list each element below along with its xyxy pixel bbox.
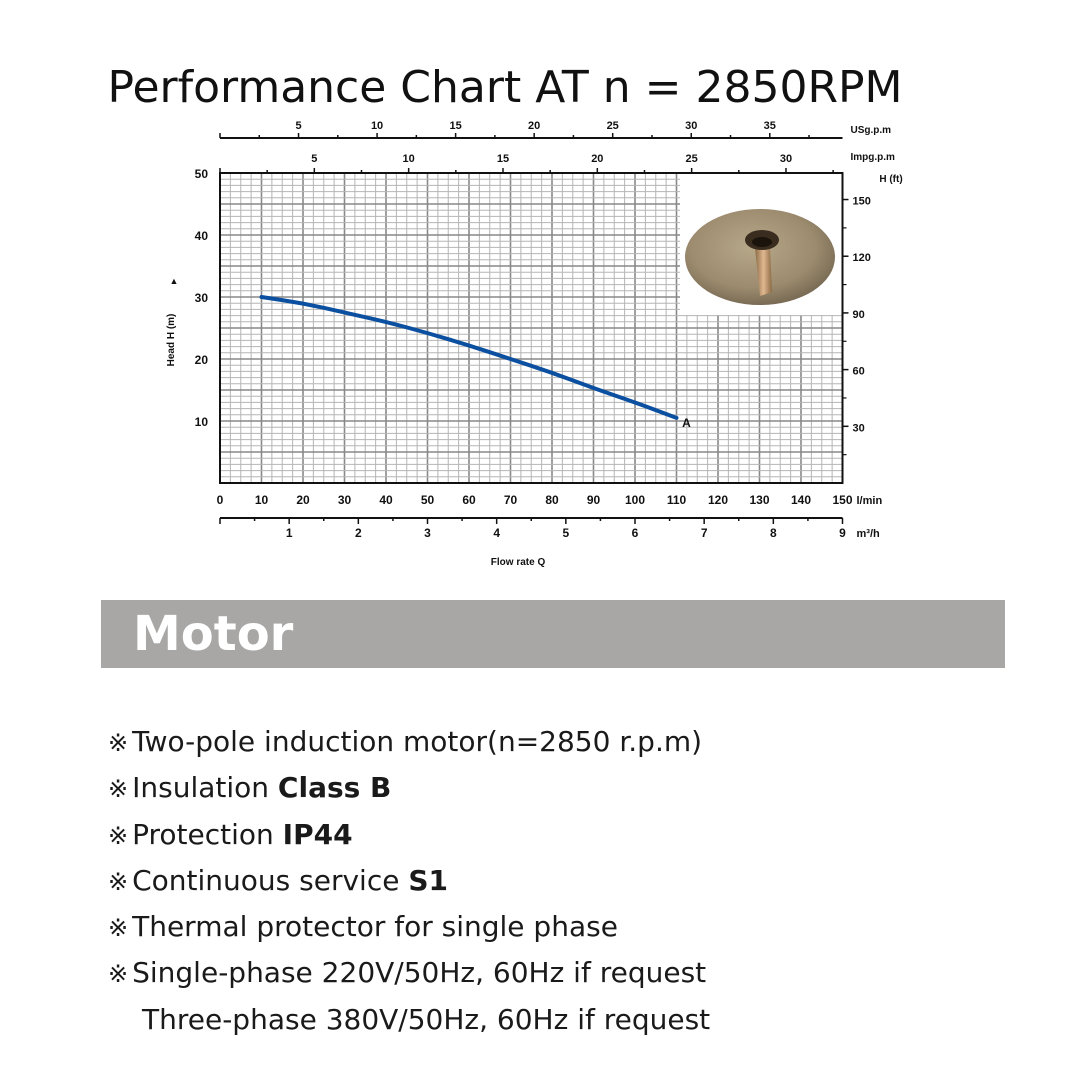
usgpm-tick-label: 30 bbox=[685, 120, 697, 132]
y2-tick-label: 120 bbox=[853, 252, 871, 264]
x-tick-label: 10 bbox=[255, 493, 269, 507]
m3h-tick-label: 6 bbox=[632, 526, 639, 540]
reference-mark-icon: ※ bbox=[108, 729, 129, 757]
m3h-tick-label: 9 bbox=[839, 526, 846, 540]
m3h-tick-label: 3 bbox=[424, 526, 431, 540]
m3h-tick-label: 2 bbox=[355, 526, 362, 540]
reference-mark-icon: ※ bbox=[108, 775, 129, 804]
spec-text: Insulation bbox=[132, 771, 278, 805]
x-tick-label: 20 bbox=[296, 493, 310, 507]
series-line-A bbox=[259, 295, 679, 420]
y2-tick-label: 60 bbox=[853, 366, 865, 378]
x-tick-label: 50 bbox=[421, 493, 435, 507]
impgpm-tick-label: 30 bbox=[780, 153, 792, 165]
impeller-photo bbox=[680, 172, 843, 315]
usgpm-tick-label: 25 bbox=[607, 120, 619, 132]
spec-text: Three-phase 380V/50Hz, 60Hz if request bbox=[142, 1002, 711, 1036]
x-tick-label: 100 bbox=[625, 493, 645, 507]
m3h-tick-label: 7 bbox=[701, 526, 708, 540]
x-tick-label: 30 bbox=[338, 493, 352, 507]
m3h-tick-label: 4 bbox=[493, 526, 500, 540]
spec-text: Single-phase 220V/50Hz, 60Hz if request bbox=[132, 956, 707, 990]
chart-series bbox=[259, 295, 679, 420]
reference-mark-icon: ※ bbox=[108, 914, 129, 943]
impgpm-tick-label: 20 bbox=[591, 153, 603, 165]
spec-value: IP44 bbox=[282, 817, 353, 851]
y2-axis-label: H (ft) bbox=[879, 174, 903, 185]
spec-value: Class B bbox=[277, 771, 392, 805]
impgpm-tick-label: 25 bbox=[686, 153, 698, 165]
y2-tick-label: 30 bbox=[853, 422, 865, 434]
x-tick-label: 0 bbox=[217, 493, 224, 507]
chart-title: Performance Chart AT n = 2850RPM bbox=[107, 62, 903, 113]
y-tick-label: 10 bbox=[195, 415, 209, 429]
x-axis-label: Flow rate Q bbox=[491, 557, 546, 568]
impgpm-axis-unit: Impg.p.m bbox=[851, 152, 896, 163]
reference-mark-icon: ※ bbox=[108, 960, 129, 989]
spec-value: S1 bbox=[408, 863, 449, 897]
x-tick-label: 110 bbox=[667, 493, 687, 507]
y2-tick-label: 150 bbox=[853, 196, 871, 208]
x-tick-label: 120 bbox=[708, 493, 728, 507]
y-tick-label: 20 bbox=[195, 353, 209, 367]
chart-axes bbox=[219, 133, 849, 524]
m3h-tick-label: 8 bbox=[770, 526, 777, 540]
spec-item: ※ Protection IP44 bbox=[108, 815, 710, 861]
reference-mark-icon: ※ bbox=[108, 821, 129, 850]
y-axis-arrow-icon: ▲ bbox=[170, 276, 179, 286]
usgpm-tick-label: 35 bbox=[764, 120, 776, 132]
m3h-axis-unit: m³/h bbox=[857, 528, 881, 540]
x-tick-label: 60 bbox=[462, 493, 476, 507]
spec-text: Thermal protector for single phase bbox=[132, 910, 618, 944]
impgpm-tick-label: 10 bbox=[403, 153, 415, 165]
spec-list: ※ Two-pole induction motor(n=2850 r.p.m) … bbox=[108, 722, 710, 1046]
spec-item: Three-phase 380V/50Hz, 60Hz if request bbox=[108, 1000, 710, 1046]
spec-text: Two-pole induction motor(n=2850 r.p.m) bbox=[132, 725, 703, 758]
usgpm-tick-label: 10 bbox=[371, 120, 383, 132]
spec-item: ※ Thermal protector for single phase bbox=[108, 907, 710, 953]
y-tick-label: 40 bbox=[195, 229, 209, 243]
x-tick-label: 130 bbox=[749, 493, 769, 507]
x-axis-unit: l/min bbox=[857, 495, 883, 507]
x-tick-label: 150 bbox=[832, 493, 852, 507]
series-label-A: A bbox=[682, 416, 691, 430]
y-tick-label: 50 bbox=[195, 167, 209, 181]
spec-item: ※ Single-phase 220V/50Hz, 60Hz if request bbox=[108, 953, 710, 999]
plot-frame bbox=[219, 172, 844, 484]
usgpm-tick-label: 15 bbox=[449, 120, 461, 132]
impgpm-tick-label: 5 bbox=[311, 153, 317, 165]
y-axis-label: Head H (m) bbox=[166, 314, 177, 367]
reference-mark-icon: ※ bbox=[108, 867, 129, 896]
section-title: Motor bbox=[133, 606, 294, 662]
x-tick-label: 80 bbox=[545, 493, 559, 507]
spec-text: Continuous service bbox=[132, 863, 409, 897]
spec-item: ※ Two-pole induction motor(n=2850 r.p.m) bbox=[108, 722, 710, 768]
spec-item: ※ Continuous service S1 bbox=[108, 861, 710, 907]
m3h-tick-label: 5 bbox=[562, 526, 569, 540]
x-tick-label: 40 bbox=[379, 493, 393, 507]
x-tick-label: 70 bbox=[504, 493, 518, 507]
usgpm-tick-label: 20 bbox=[528, 120, 540, 132]
y2-tick-label: 90 bbox=[853, 309, 865, 321]
spec-text: Protection bbox=[132, 817, 283, 851]
impgpm-tick-label: 15 bbox=[497, 153, 509, 165]
y-tick-label: 30 bbox=[195, 291, 209, 305]
y2-axis-label-box: H (ft) bbox=[879, 174, 903, 185]
spec-item: ※ Insulation Class B bbox=[108, 768, 710, 814]
section-header: Motor bbox=[101, 600, 1005, 668]
x-tick-label: 140 bbox=[791, 493, 811, 507]
x-tick-label: 90 bbox=[587, 493, 601, 507]
usgpm-axis-unit: USg.p.m bbox=[851, 125, 892, 136]
usgpm-tick-label: 5 bbox=[295, 120, 301, 132]
m3h-tick-label: 1 bbox=[286, 526, 293, 540]
